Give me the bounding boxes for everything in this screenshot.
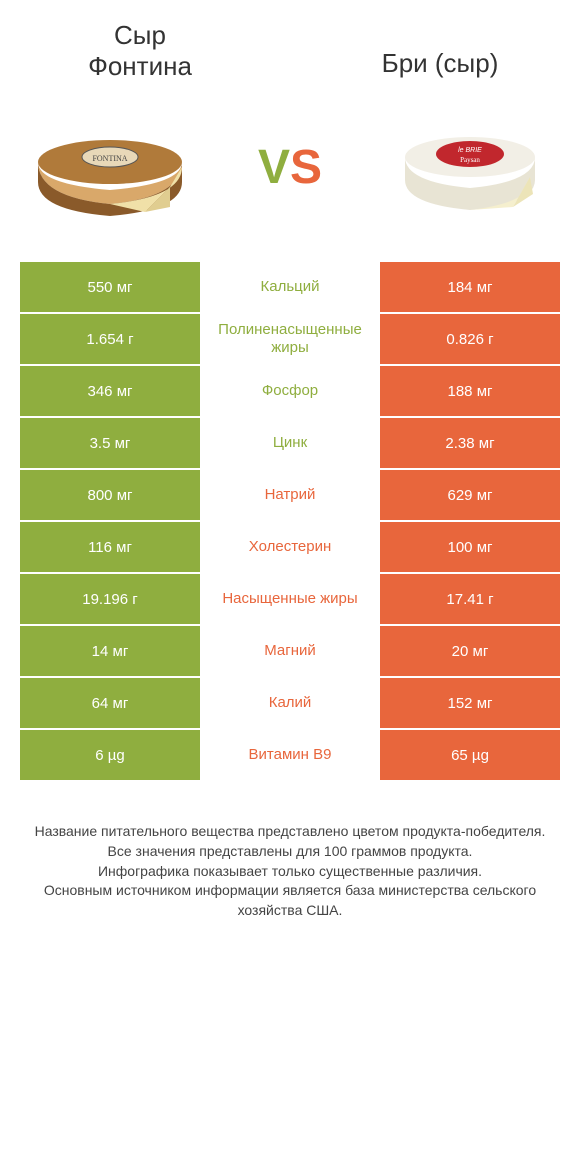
vs-label: VS [258,140,322,195]
nutrient-label: Калий [200,678,380,728]
nutrient-label: Насыщенные жиры [200,574,380,624]
value-right: 20 мг [380,626,560,676]
value-left: 64 мг [20,678,200,728]
value-left: 14 мг [20,626,200,676]
value-left: 346 мг [20,366,200,416]
table-row: 14 мгМагний20 мг [20,626,560,676]
footer-line1: Название питательного вещества представл… [20,822,560,842]
title-left-line1: Сыр [114,20,166,50]
comparison-table: 550 мгКальций184 мг1.654 гПолиненасыщенн… [0,262,580,780]
value-right: 0.826 г [380,314,560,364]
footer-notes: Название питательного вещества представл… [0,782,580,920]
images-row: FONTINA VS le BRIE Paysan [0,82,580,262]
brie-cheese-image: le BRIE Paysan [390,107,550,227]
value-right: 2.38 мг [380,418,560,468]
footer-line2: Все значения представлены для 100 граммо… [20,842,560,862]
footer-line4: Основным источником информации является … [20,881,560,920]
value-left: 1.654 г [20,314,200,364]
nutrient-label: Кальций [200,262,380,312]
value-right: 152 мг [380,678,560,728]
header: Сыр Фонтина Бри (сыр) [0,0,580,82]
value-right: 65 µg [380,730,560,780]
table-row: 346 мгФосфор188 мг [20,366,560,416]
footer-line3: Инфографика показывает только существенн… [20,862,560,882]
value-right: 184 мг [380,262,560,312]
value-right: 17.41 г [380,574,560,624]
value-left: 6 µg [20,730,200,780]
nutrient-label: Полиненасыщенные жиры [200,314,380,364]
value-left: 19.196 г [20,574,200,624]
table-row: 64 мгКалий152 мг [20,678,560,728]
title-right: Бри (сыр) [340,20,540,79]
value-left: 550 мг [20,262,200,312]
table-row: 550 мгКальций184 мг [20,262,560,312]
nutrient-label: Холестерин [200,522,380,572]
table-row: 800 мгНатрий629 мг [20,470,560,520]
value-left: 3.5 мг [20,418,200,468]
value-right: 629 мг [380,470,560,520]
table-row: 19.196 гНасыщенные жиры17.41 г [20,574,560,624]
nutrient-label: Витамин B9 [200,730,380,780]
value-left: 116 мг [20,522,200,572]
svg-text:le BRIE: le BRIE [458,147,482,154]
table-row: 6 µgВитамин B965 µg [20,730,560,780]
value-left: 800 мг [20,470,200,520]
svg-text:Paysan: Paysan [460,156,480,164]
nutrient-label: Натрий [200,470,380,520]
value-right: 100 мг [380,522,560,572]
nutrient-label: Фосфор [200,366,380,416]
nutrient-label: Магний [200,626,380,676]
title-left-line2: Фонтина [88,51,192,81]
nutrient-label: Цинк [200,418,380,468]
value-right: 188 мг [380,366,560,416]
table-row: 116 мгХолестерин100 мг [20,522,560,572]
table-row: 1.654 гПолиненасыщенные жиры0.826 г [20,314,560,364]
vs-v: V [258,141,290,194]
vs-s: S [290,141,322,194]
table-row: 3.5 мгЦинк2.38 мг [20,418,560,468]
title-left: Сыр Фонтина [40,20,240,82]
svg-text:FONTINA: FONTINA [92,154,127,163]
fontina-cheese-image: FONTINA [30,107,190,227]
